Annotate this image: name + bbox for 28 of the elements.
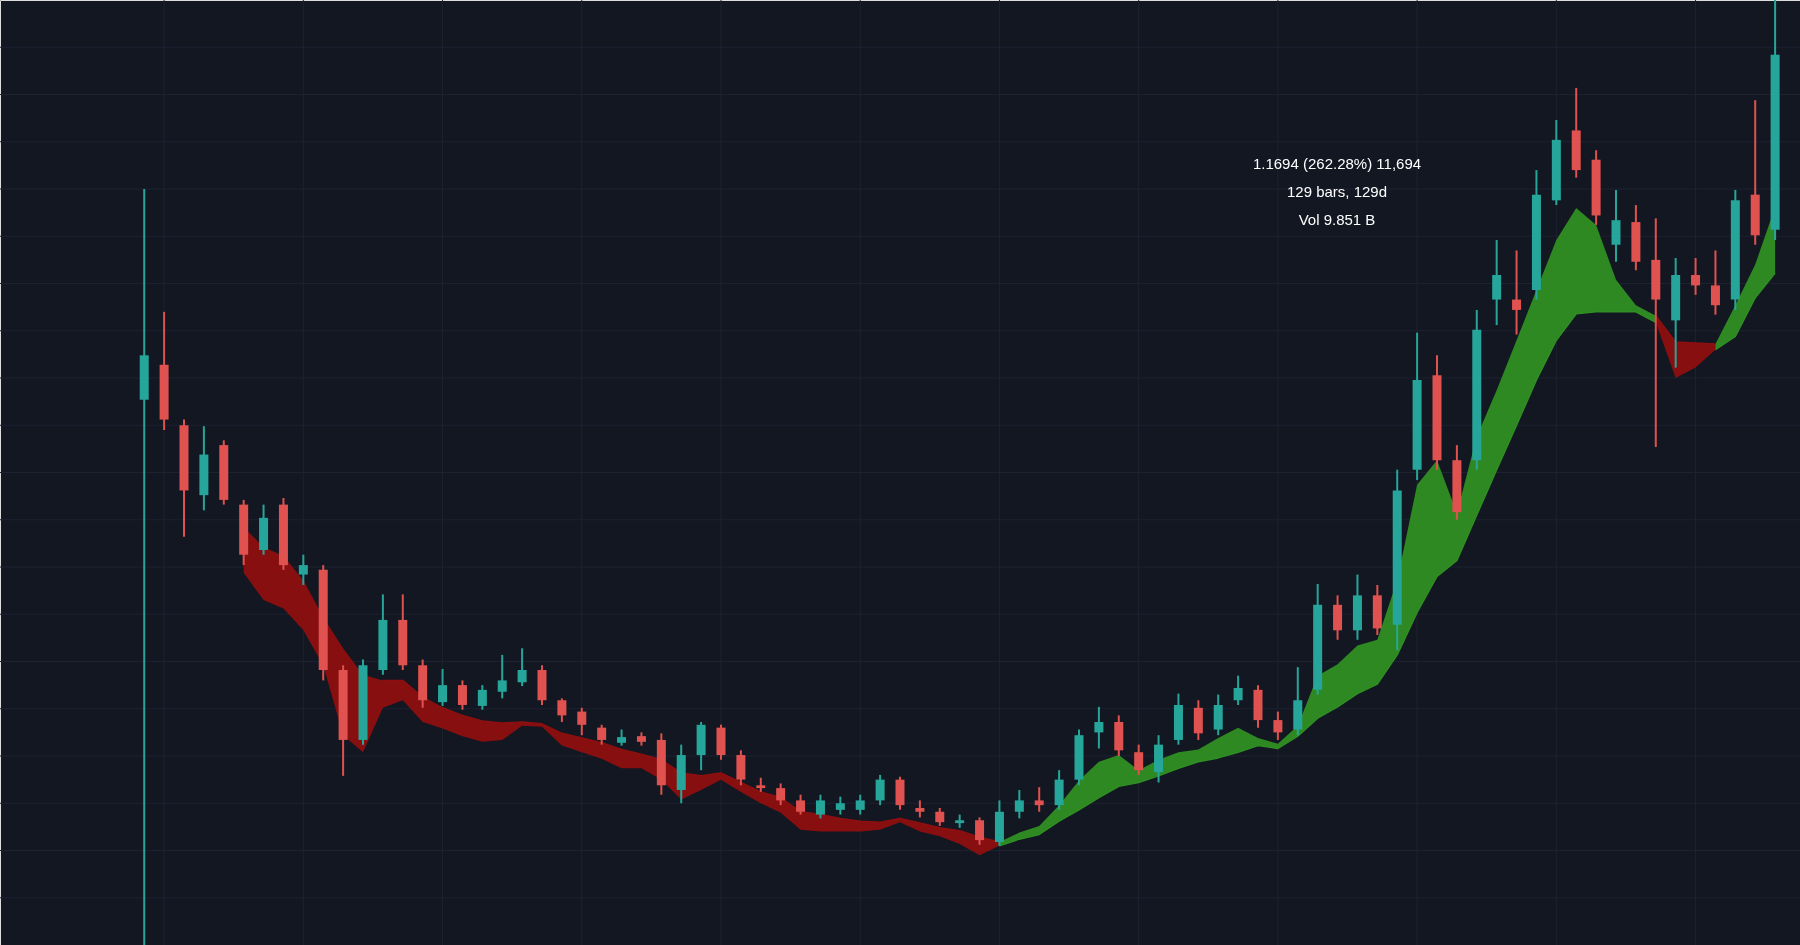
candlestick (875, 773, 885, 807)
annotation: 129 bars, 129d (1286, 183, 1388, 200)
candlestick (796, 793, 806, 816)
candlestick (776, 782, 786, 807)
candlestick (477, 684, 487, 711)
candlestick (298, 553, 308, 586)
candlestick (1691, 256, 1701, 296)
candlestick (577, 706, 587, 737)
annotation: 1.1694 (262.28%) 11,694 (1252, 155, 1422, 172)
candlestick (1233, 674, 1243, 706)
annotation: Vol 9.851 B (1298, 211, 1376, 228)
candlestick (438, 668, 448, 707)
candlestick (457, 679, 467, 711)
candlestick (1034, 786, 1044, 813)
candlestick (557, 697, 567, 723)
candlestick (1710, 249, 1720, 316)
candlestick (517, 647, 527, 688)
candlestick (855, 793, 865, 816)
candlestick (597, 723, 607, 746)
candlestick (1512, 249, 1522, 336)
candlestick (1094, 705, 1104, 750)
candlestick (1134, 743, 1144, 776)
candlestick (1014, 789, 1024, 820)
candlestick (815, 793, 825, 820)
candlestick (1273, 710, 1283, 741)
candlestick (497, 653, 507, 700)
candlestick (975, 816, 985, 846)
candlestick (139, 188, 149, 945)
